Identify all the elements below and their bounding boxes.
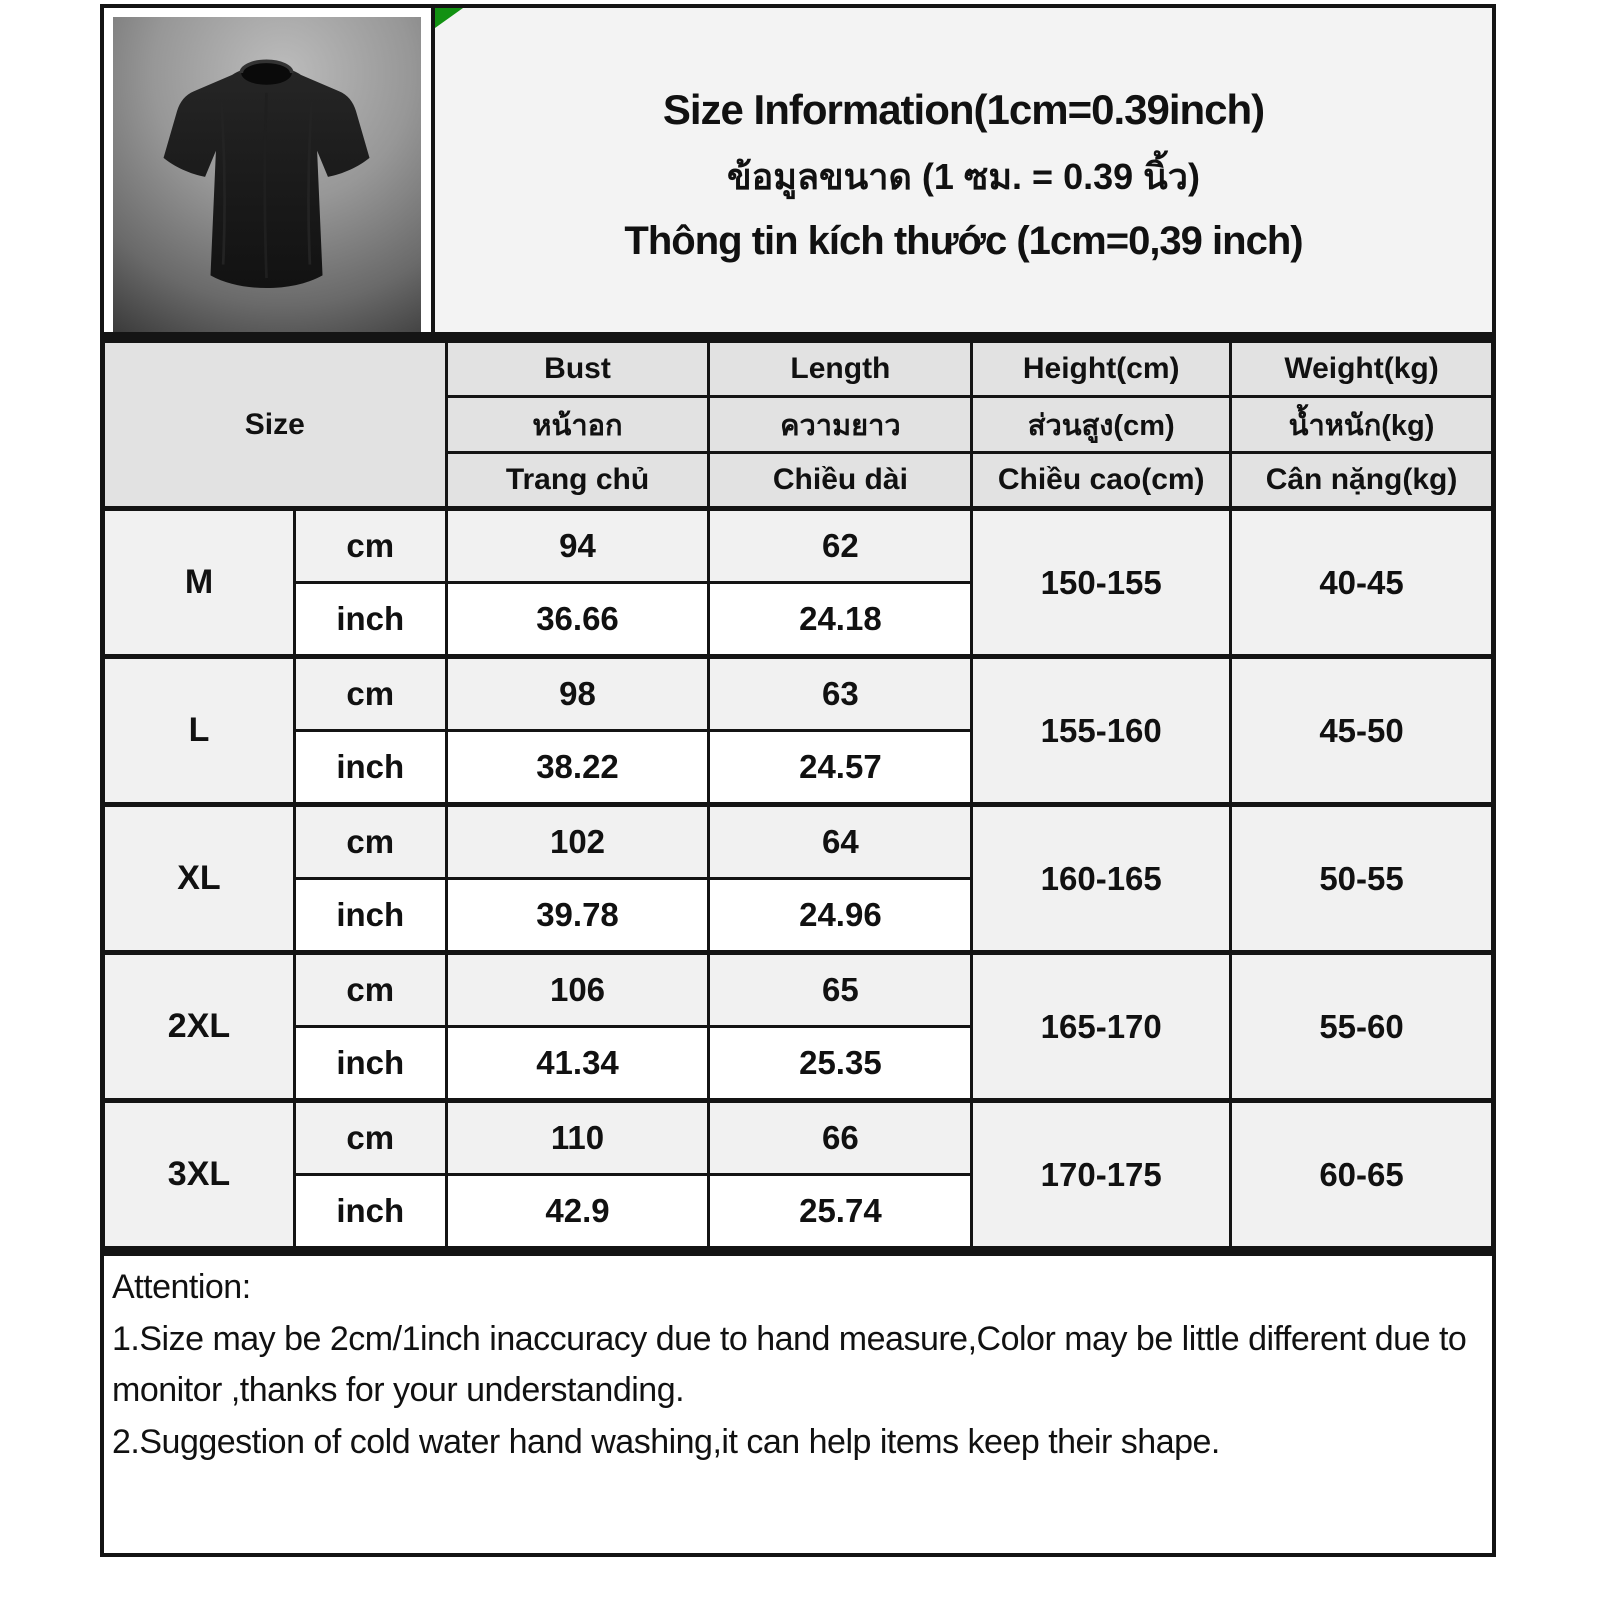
product-photo: [113, 17, 421, 332]
unit-label-cm: cm: [292, 506, 448, 584]
length-inch-value: 24.57: [707, 729, 974, 806]
length-inch-value: 25.74: [707, 1173, 974, 1250]
bust-inch-value: 39.78: [444, 877, 711, 954]
unit-label-cm: cm: [292, 1098, 448, 1176]
unit-label-inch: inch: [292, 729, 448, 806]
height-range: 165-170: [970, 950, 1233, 1102]
col-header-weight-th: น้ำหนัก(kg): [1229, 395, 1495, 454]
col-header-weight-vi: Cân nặng(kg): [1229, 451, 1495, 511]
col-header-bust-th: หน้าอก: [444, 395, 711, 454]
height-range: 150-155: [970, 506, 1233, 658]
attention-note-1: 1.Size may be 2cm/1inch inaccuracy due t…: [112, 1319, 1467, 1410]
header-row-en: Size Bust Length Height(cm) Weight(kg): [101, 339, 1495, 510]
col-header-length-vi: Chiều dài: [707, 451, 974, 511]
col-header-bust-en: Bust: [444, 339, 711, 398]
bust-inch-value: 41.34: [444, 1025, 711, 1102]
bust-inch-value: 36.66: [444, 581, 711, 658]
table-row: inch 42.9 25.74: [103, 1173, 1494, 1250]
size-label: M: [101, 506, 296, 658]
length-inch-value: 24.18: [707, 581, 974, 658]
attention-section: Attention: 1.Size may be 2cm/1inch inacc…: [100, 1251, 1496, 1557]
col-header-weight-en: Weight(kg): [1229, 339, 1495, 398]
length-cm-value: 65: [707, 950, 974, 1028]
bust-inch-value: 42.9: [444, 1173, 711, 1250]
length-cm-value: 62: [707, 506, 974, 584]
title-thai: ข้อมูลขนาด (1 ซม. = 0.39 นิ้ว): [727, 156, 1200, 197]
table-row: XL cm 102 64 160-165 50-55: [101, 802, 1495, 954]
tshirt-image: [164, 59, 370, 289]
table-row: inch 41.34 25.35: [103, 1025, 1494, 1102]
col-header-height-vi: Chiều cao(cm): [970, 451, 1233, 511]
col-header-height-th: ส่วนสูง(cm): [970, 395, 1233, 454]
length-inch-value: 24.96: [707, 877, 974, 954]
unit-label-inch: inch: [292, 1025, 448, 1102]
height-range: 170-175: [970, 1098, 1233, 1250]
length-inch-value: 25.35: [707, 1025, 974, 1102]
table-row: L cm 98 63 155-160 45-50: [101, 654, 1495, 806]
attention-heading: Attention:: [112, 1268, 251, 1306]
bust-cm-value: 98: [444, 654, 711, 732]
table-row: 2XL cm 106 65 165-170 55-60: [101, 950, 1495, 1102]
size-label: XL: [101, 802, 296, 954]
unit-label-inch: inch: [292, 581, 448, 658]
size-table: Size Bust Length Height(cm) Weight(kg) ห…: [100, 338, 1496, 1251]
table-row: 3XL cm 110 66 170-175 60-65: [101, 1098, 1495, 1250]
table-row: M cm 94 62 150-155 40-45: [101, 506, 1495, 658]
weight-range: 45-50: [1229, 654, 1495, 806]
size-chart-sheet: Size Information(1cm=0.39inch) ข้อมูลขนา…: [100, 4, 1496, 1557]
weight-range: 50-55: [1229, 802, 1495, 954]
weight-range: 60-65: [1229, 1098, 1495, 1250]
col-header-height-en: Height(cm): [970, 339, 1233, 398]
size-label: 3XL: [101, 1098, 296, 1250]
product-photo-cell: [104, 8, 435, 332]
table-row: inch 36.66 24.18: [103, 581, 1494, 658]
unit-label-cm: cm: [292, 802, 448, 880]
title-vietnamese: Thông tin kích thước (1cm=0,39 inch): [624, 219, 1303, 263]
height-range: 160-165: [970, 802, 1233, 954]
height-range: 155-160: [970, 654, 1233, 806]
size-label: L: [101, 654, 296, 806]
bust-cm-value: 110: [444, 1098, 711, 1176]
length-cm-value: 64: [707, 802, 974, 880]
size-label: 2XL: [101, 950, 296, 1102]
weight-range: 40-45: [1229, 506, 1495, 658]
length-cm-value: 66: [707, 1098, 974, 1176]
weight-range: 55-60: [1229, 950, 1495, 1102]
attention-note-2: 2.Suggestion of cold water hand washing,…: [112, 1423, 1220, 1462]
corner-flag-icon: [435, 8, 463, 28]
col-header-length-en: Length: [707, 339, 974, 398]
col-header-length-th: ความยาว: [707, 395, 974, 454]
table-header: Size Bust Length Height(cm) Weight(kg) ห…: [101, 339, 1495, 511]
title-cell: Size Information(1cm=0.39inch) ข้อมูลขนา…: [435, 8, 1492, 332]
header-section: Size Information(1cm=0.39inch) ข้อมูลขนา…: [100, 4, 1496, 338]
col-header-bust-vi: Trang chủ: [444, 451, 711, 511]
unit-label-inch: inch: [292, 1173, 448, 1250]
table-row: inch 38.22 24.57: [103, 729, 1494, 806]
header-row-vi: Trang chủ Chiều dài Chiều cao(cm) Cân nặ…: [103, 451, 1495, 511]
bust-cm-value: 94: [444, 506, 711, 584]
bust-cm-value: 106: [444, 950, 711, 1028]
header-row-th: หน้าอก ความยาว ส่วนสูง(cm) น้ำหนัก(kg): [103, 395, 1495, 454]
title-english: Size Information(1cm=0.39inch): [662, 86, 1265, 133]
size-column-header: Size: [101, 339, 448, 510]
unit-label-cm: cm: [292, 950, 448, 1028]
length-cm-value: 63: [707, 654, 974, 732]
unit-label-inch: inch: [292, 877, 448, 954]
unit-label-cm: cm: [292, 654, 448, 732]
table-row: inch 39.78 24.96: [103, 877, 1494, 954]
bust-inch-value: 38.22: [444, 729, 711, 806]
bust-cm-value: 102: [444, 802, 711, 880]
